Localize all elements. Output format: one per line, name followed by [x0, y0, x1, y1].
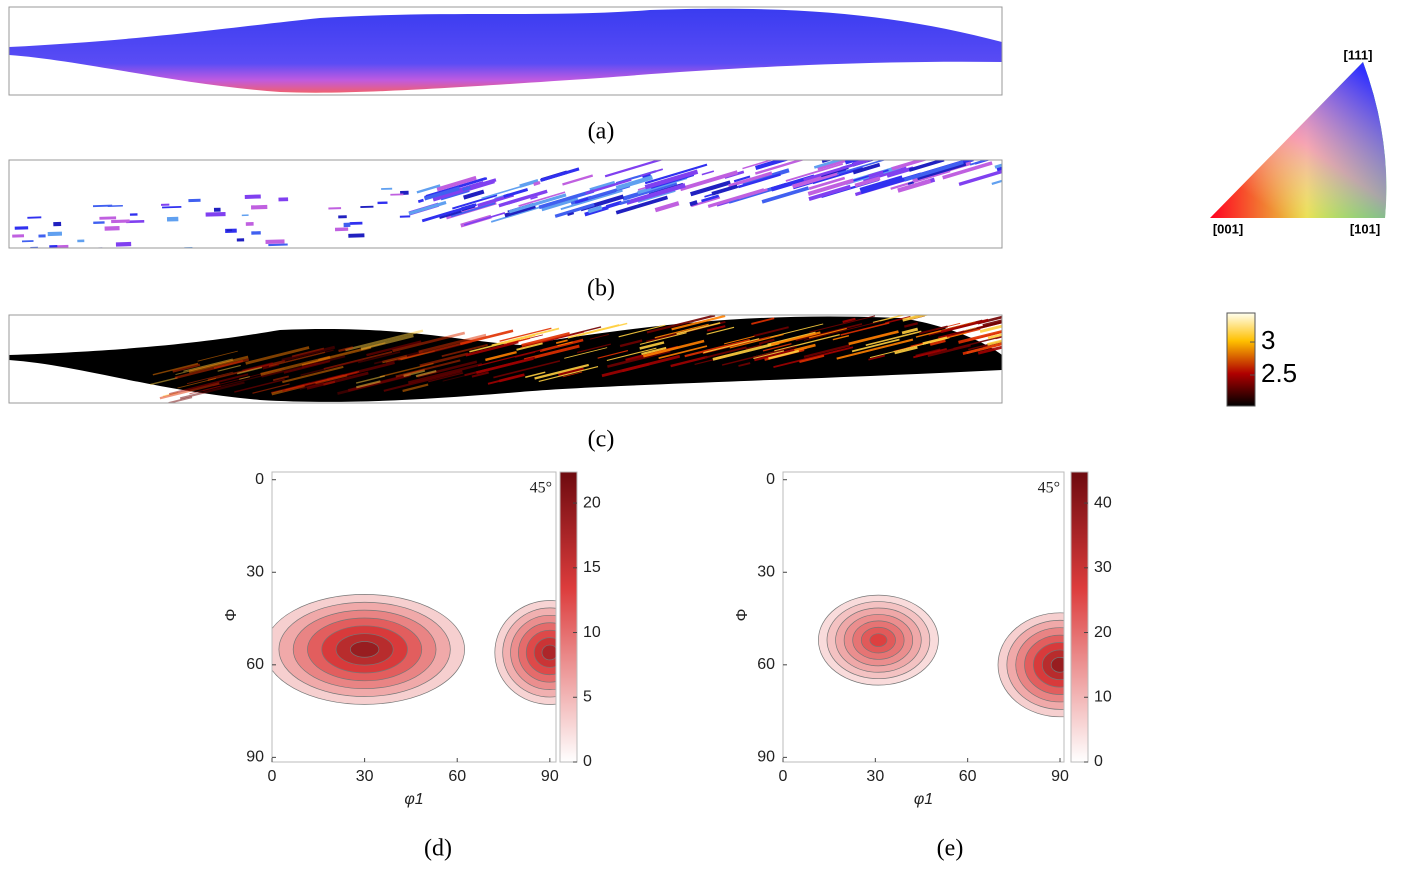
streak [111, 221, 129, 222]
caption: (e) [937, 836, 964, 862]
streak [864, 148, 901, 159]
map-b [12, 132, 1045, 257]
contour [350, 642, 379, 658]
streak [878, 143, 932, 159]
y-tick-label: 60 [246, 656, 264, 673]
x-tick-label: 60 [448, 768, 466, 785]
y-tick-label: 90 [246, 749, 264, 766]
colorbar [1071, 472, 1088, 762]
colorbar-tick-label: 3 [1261, 325, 1275, 355]
streak [540, 169, 579, 181]
streak [268, 245, 287, 246]
contour [542, 645, 558, 660]
colorbar-tick-label: 0 [583, 753, 592, 770]
streak [884, 303, 932, 315]
caption: (b) [587, 276, 615, 302]
streak [409, 202, 446, 213]
kam-colorbar [1227, 313, 1255, 406]
x-tick-label: 0 [268, 768, 277, 785]
y-tick-label: 30 [246, 563, 264, 580]
ipf-label: [111] [1344, 47, 1373, 62]
y-tick-label: 90 [757, 749, 775, 766]
orientation-map [9, 9, 1002, 93]
streak [970, 143, 1006, 154]
map-a [9, 7, 1002, 95]
y-axis-label: Φ [223, 609, 240, 622]
streak [206, 214, 226, 215]
streak [898, 150, 911, 154]
contour-area [265, 594, 605, 704]
streak [655, 203, 678, 210]
streak [830, 154, 849, 160]
colorbar-tick-label: 40 [1094, 494, 1112, 511]
annotation: 45° [530, 480, 552, 497]
streak [690, 202, 697, 204]
streak [927, 132, 989, 151]
streak [534, 182, 540, 184]
streak [84, 249, 103, 250]
colorbar-tick-label: 0 [1094, 753, 1103, 770]
streak [904, 162, 963, 180]
colorbar-tick-label: 15 [583, 559, 601, 576]
streak [995, 163, 1008, 167]
x-tick-label: 60 [959, 768, 977, 785]
map-c [9, 303, 1057, 403]
contour [1051, 657, 1069, 672]
y-axis-label: Φ [734, 609, 751, 622]
streak [738, 189, 767, 198]
x-axis-label: φ1 [914, 791, 933, 808]
streak [562, 175, 592, 184]
colorbar-tick-label: 10 [1094, 688, 1112, 705]
y-tick-label: 0 [255, 471, 264, 488]
streak [417, 185, 440, 192]
streak [640, 169, 662, 176]
streak [822, 147, 869, 161]
streak [162, 207, 181, 208]
streak [997, 156, 1045, 170]
streak [873, 303, 953, 323]
ipf-key: [111] [001] [101] [1210, 47, 1386, 236]
streak [702, 171, 714, 175]
streak [266, 241, 285, 242]
streak [936, 141, 999, 160]
streak [418, 200, 423, 202]
streak [606, 202, 621, 207]
x-tick-label: 90 [1051, 768, 1069, 785]
colorbar-tick-label: 20 [1094, 624, 1112, 641]
streak [958, 134, 1009, 149]
x-tick-label: 90 [541, 768, 559, 785]
y-tick-label: 30 [757, 563, 775, 580]
ipf-triangle-overlay [1210, 62, 1386, 218]
streak [918, 146, 962, 159]
caption: (c) [588, 427, 615, 453]
caption: (d) [424, 836, 452, 862]
annotation: 45° [1038, 480, 1060, 497]
ipf-label: [001] [1213, 221, 1243, 236]
contour [870, 634, 887, 647]
colorbar-tick-label: 10 [583, 624, 601, 641]
y-tick-label: 60 [757, 656, 775, 673]
x-tick-label: 30 [356, 768, 374, 785]
y-tick-label: 0 [766, 471, 775, 488]
colorbar-tick-label: 5 [583, 688, 592, 705]
x-tick-label: 0 [779, 768, 788, 785]
ipf-label: [101] [1350, 221, 1380, 236]
streak [870, 141, 921, 156]
x-axis-label: φ1 [404, 791, 423, 808]
colorbar-tick-label: 30 [1094, 559, 1112, 576]
streak [605, 159, 664, 177]
caption: (a) [588, 119, 615, 145]
colorbar-tick-label: 2.5 [1261, 358, 1297, 388]
streak [878, 150, 899, 156]
colorbar-tick-label: 20 [583, 494, 601, 511]
colorbar [560, 472, 577, 762]
streak [463, 187, 471, 189]
x-tick-label: 30 [866, 768, 884, 785]
